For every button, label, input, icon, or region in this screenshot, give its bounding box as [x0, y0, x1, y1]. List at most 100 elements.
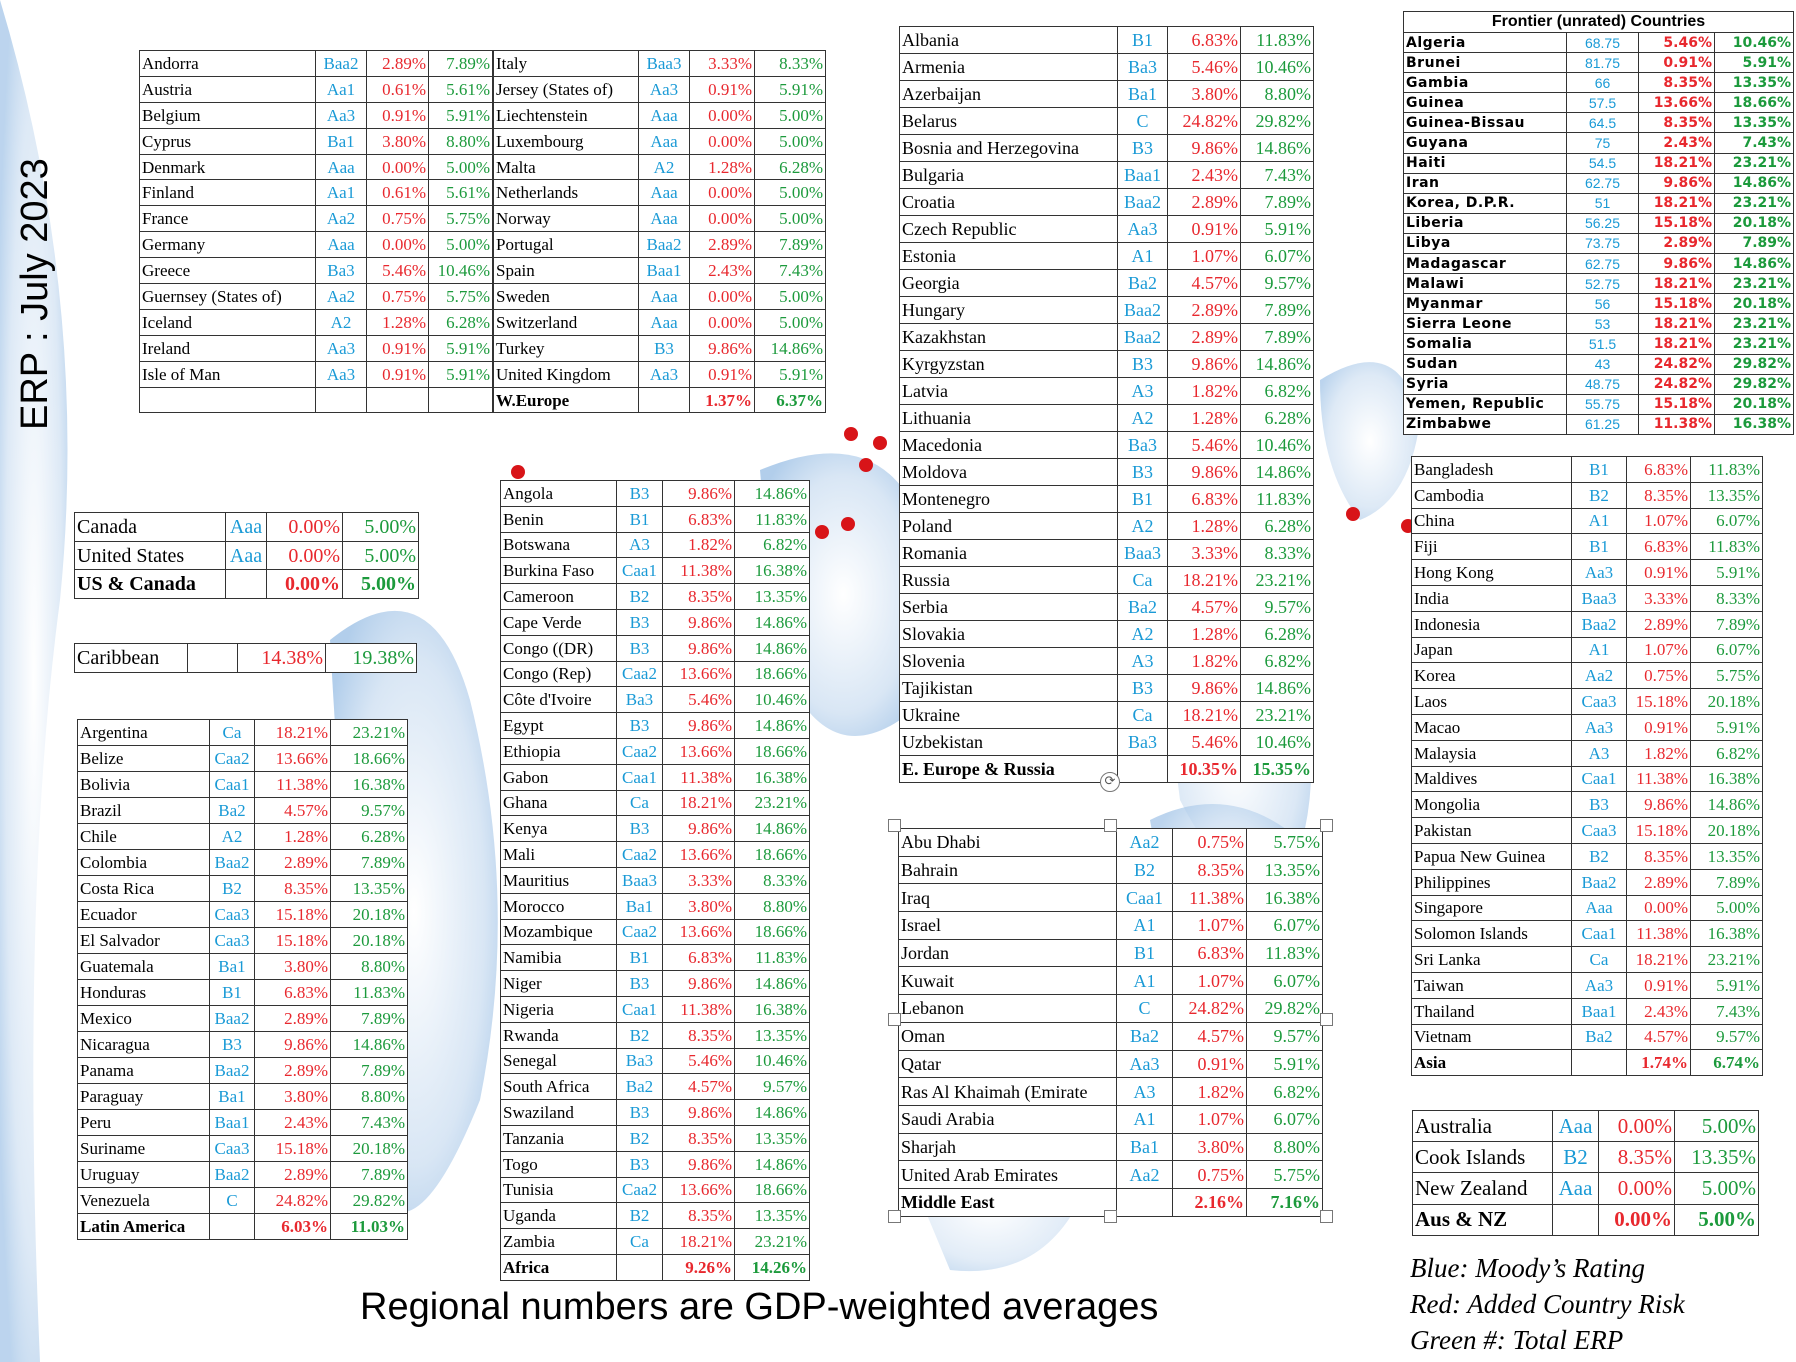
country-risk-premium: 9.86% — [662, 815, 735, 843]
country-row: Netherlands Aaa 0.00% 5.00% — [493, 179, 826, 207]
country-risk-premium: 0.61% — [366, 179, 429, 207]
country-row: Guernsey (States of) Aa2 0.75% 5.75% — [139, 283, 493, 310]
country-row: Mozambique Caa2 13.66% 18.66% — [500, 918, 810, 946]
country-risk-premium: 18.21% — [1638, 313, 1715, 335]
country-name: Romania — [899, 539, 1118, 567]
country-name: Netherlands — [493, 179, 639, 207]
moodys-rating: Ba1 — [315, 127, 367, 155]
resize-handle[interactable] — [888, 1210, 901, 1223]
moodys-rating: Caa3 — [209, 901, 255, 928]
total-erp: 6.82% — [1246, 1077, 1323, 1106]
country-name: Vietnam — [1411, 1023, 1572, 1051]
us-canada-table: Canada Aaa 0.00% 5.00% United States Aaa 0.00%… — [74, 512, 419, 600]
country-name: Benin — [500, 505, 617, 533]
total-erp — [428, 386, 493, 414]
country-name: Guinea-Bissau — [1403, 112, 1567, 134]
weurope-left-table: Andorra Baa2 2.89% 7.89% Austria Aa1 0.61% 5.61… — [139, 50, 493, 414]
country-name: Ras Al Khaimah (Emirate — [898, 1077, 1117, 1106]
country-row: Estonia A1 1.07% 6.07% — [899, 242, 1314, 270]
country-row: Honduras B1 6.83% 11.83% — [77, 979, 408, 1006]
moodys-rating: B1 — [1571, 456, 1627, 483]
total-erp: 14.86% — [330, 1031, 408, 1058]
country-name: Sudan — [1403, 353, 1567, 375]
country-risk-premium: 6.83% — [662, 505, 735, 533]
moodys-rating: Caa2 — [616, 1176, 663, 1204]
country-risk-premium: 18.21% — [1626, 946, 1691, 973]
country-row: Papua New Guinea B2 8.35% 13.35% — [1411, 842, 1763, 870]
country-row: Thailand Baa1 2.43% 7.43% — [1411, 997, 1763, 1025]
country-risk-premium: 11.38% — [1638, 413, 1715, 435]
country-risk-premium: 1.07% — [1172, 911, 1247, 940]
moodys-rating: B3 — [616, 1099, 663, 1126]
country-name: Burkina Faso — [500, 557, 617, 585]
country-row: Russia Ca 18.21% 23.21% — [899, 566, 1314, 594]
country-risk-premium: 8.35% — [662, 1124, 735, 1152]
map-marker — [873, 436, 887, 450]
country-risk-premium: 0.00% — [689, 283, 755, 310]
country-row: New Zealand Aaa 0.00% 5.00% — [1412, 1172, 1759, 1205]
resize-handle[interactable] — [1320, 1013, 1333, 1026]
moodys-rating: Ba2 — [1117, 269, 1168, 297]
map-marker — [841, 517, 855, 531]
country-risk-premium: 14.38% — [237, 643, 326, 673]
country-risk-premium: 0.75% — [366, 283, 429, 310]
country-risk-premium: 9.86% — [662, 1150, 735, 1178]
moodys-rating: B1 — [1117, 485, 1168, 513]
resize-handle[interactable] — [888, 1013, 901, 1026]
moodys-rating: Aa2 — [1116, 1160, 1173, 1189]
country-risk-premium: 2.89% — [1626, 610, 1691, 638]
total-erp: 5.91% — [754, 360, 826, 388]
total-erp: 11.83% — [734, 505, 810, 533]
country-risk-premium: 13.66% — [662, 660, 735, 688]
resize-handle[interactable] — [1320, 1210, 1333, 1223]
total-erp: 7.89% — [1240, 188, 1314, 216]
total-erp: 29.82% — [1246, 994, 1323, 1023]
country-risk-premium: 0.00% — [689, 205, 755, 233]
country-row: Brazil Ba2 4.57% 9.57% — [77, 797, 408, 824]
country-risk-premium: 1.82% — [1167, 377, 1241, 405]
country-name: Japan — [1411, 636, 1572, 664]
map-marker — [1346, 507, 1360, 521]
total-erp: 5.75% — [428, 205, 493, 233]
country-name: Malawi — [1403, 273, 1567, 295]
country-row: Zimbabwe 61.25 11.38% 16.38% — [1403, 413, 1795, 435]
country-name: Malta — [493, 153, 639, 181]
country-risk-premium: 1.07% — [1172, 1104, 1247, 1134]
country-name: Norway — [493, 205, 639, 233]
resize-handle[interactable] — [1104, 819, 1117, 832]
total-erp: 16.38% — [1690, 765, 1763, 793]
moodys-rating: Baa3 — [1571, 584, 1627, 612]
moodys-rating: Ba2 — [209, 797, 255, 824]
country-name: Jordan — [898, 938, 1117, 968]
country-name: Poland — [899, 512, 1118, 540]
total-erp: 16.38% — [1246, 883, 1323, 913]
country-row: Namibia B1 6.83% 11.83% — [500, 944, 810, 972]
country-row: United Kingdom Aa3 0.91% 5.91% — [493, 360, 826, 388]
moodys-rating: B3 — [1117, 458, 1168, 486]
moodys-rating: A1 — [1116, 911, 1173, 940]
country-name: Botswana — [500, 531, 617, 559]
moodys-rating: A1 — [1571, 636, 1627, 664]
total-erp: 23.21% — [1240, 566, 1314, 594]
country-row: Chile A2 1.28% 6.28% — [77, 823, 408, 850]
country-row: Czech Republic Aa3 0.91% 5.91% — [899, 215, 1314, 243]
moodys-rating: Aa3 — [315, 360, 367, 388]
country-risk-premium: 2.89% — [1167, 296, 1241, 324]
total-erp: 5.00% — [754, 179, 826, 207]
country-name: Ireland — [139, 334, 316, 362]
total-erp: 14.86% — [734, 815, 810, 843]
country-row: Uruguay Baa2 2.89% 7.89% — [77, 1161, 408, 1188]
country-name: Mauritius — [500, 866, 617, 894]
resize-handle[interactable] — [1320, 819, 1333, 832]
country-risk-premium: 1.07% — [1172, 966, 1247, 996]
resize-handle[interactable] — [888, 819, 901, 832]
moodys-rating: Aa3 — [1571, 559, 1627, 586]
country-row: Morocco Ba1 3.80% 8.80% — [500, 892, 810, 920]
country-row: Niger B3 9.86% 14.86% — [500, 970, 810, 997]
resize-handle[interactable] — [1104, 1210, 1117, 1223]
total-erp: 20.18% — [330, 901, 408, 928]
country-risk-premium: 0.91% — [366, 101, 429, 129]
country-row: Georgia Ba2 4.57% 9.57% — [899, 269, 1314, 297]
rotate-handle-icon[interactable]: ⟳ — [1100, 772, 1120, 792]
map-marker — [844, 427, 858, 441]
